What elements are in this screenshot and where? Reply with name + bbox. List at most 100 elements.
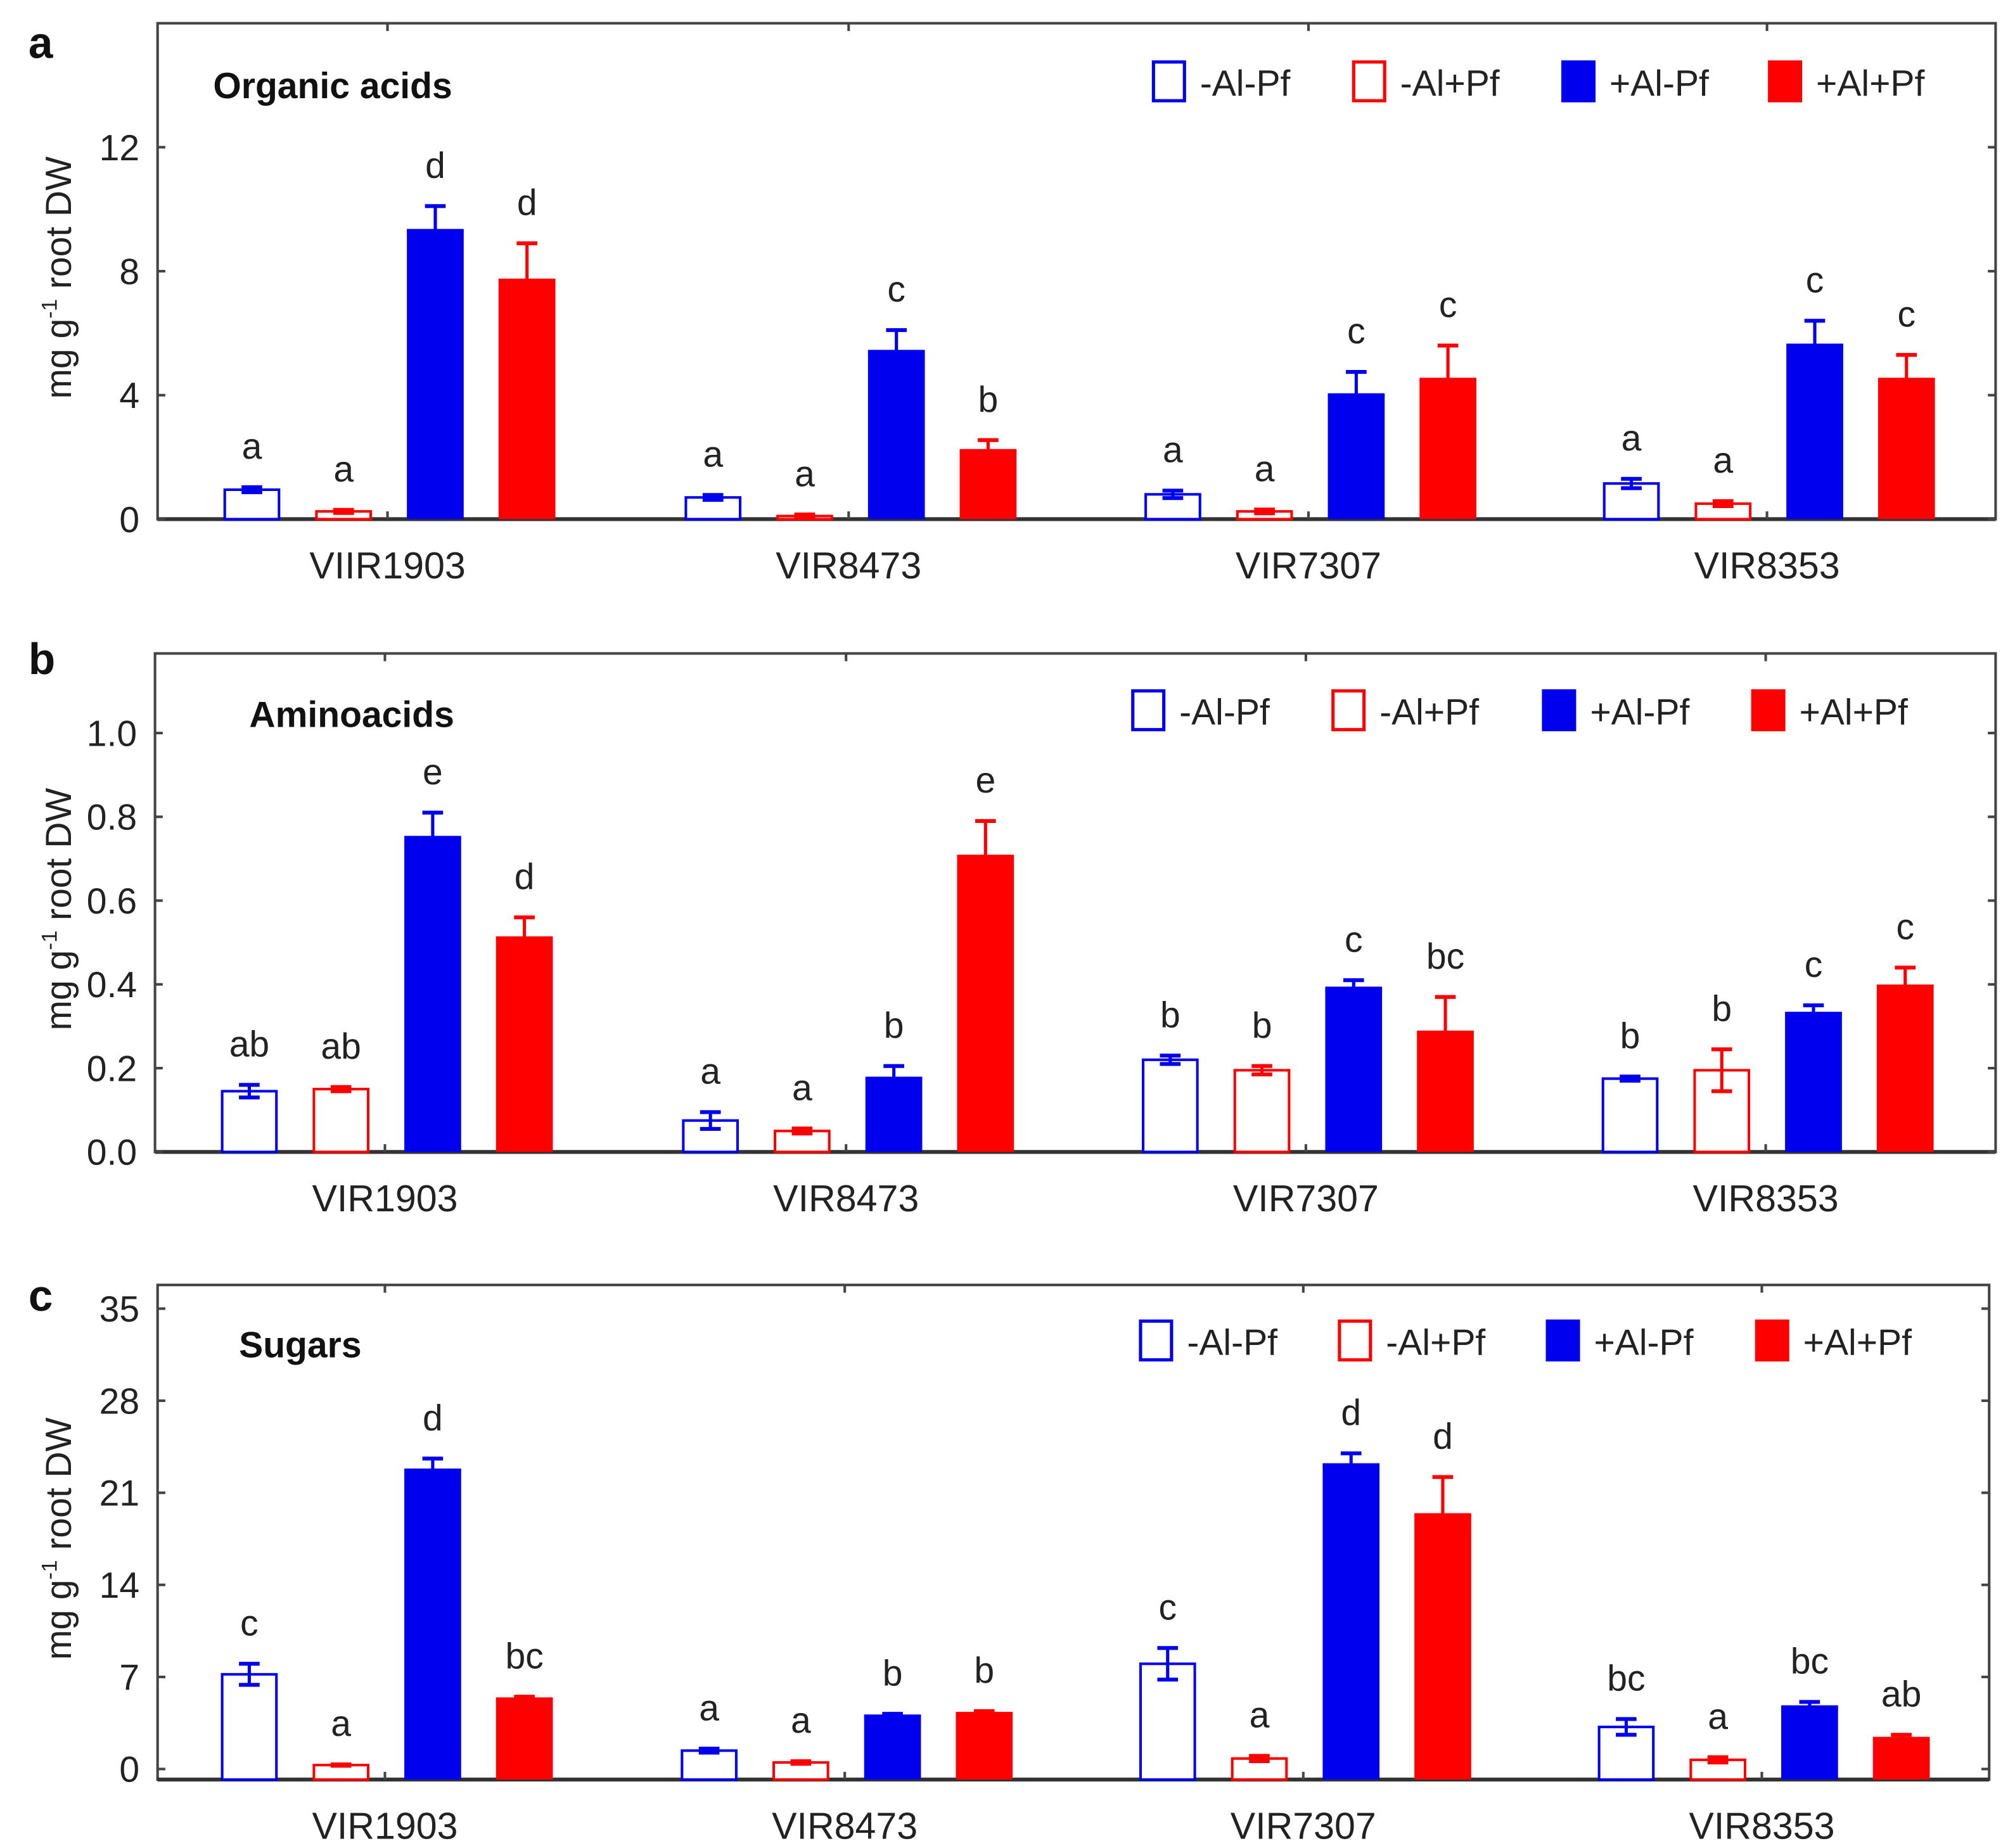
legend-label: -Al+Pf bbox=[1386, 1322, 1485, 1363]
panel-label: b bbox=[29, 634, 55, 684]
bar-+Al+Pf bbox=[959, 450, 1017, 519]
significance-letter: b bbox=[978, 379, 999, 420]
bar-+Al-Pf bbox=[1322, 1465, 1380, 1780]
legend-swatch--Al-Pf bbox=[1139, 1319, 1174, 1362]
significance-letter: c bbox=[1347, 311, 1366, 352]
bar--Al-Pf bbox=[1141, 1058, 1199, 1154]
significance-letter: b bbox=[1711, 988, 1732, 1029]
significance-letter: b bbox=[883, 1653, 903, 1693]
y-tick-label: 21 bbox=[99, 1474, 139, 1514]
legend-label: -Al+Pf bbox=[1400, 63, 1500, 104]
significance-letter: bc bbox=[505, 1636, 543, 1676]
legend-swatch-+Al+Pf bbox=[1755, 1319, 1789, 1362]
legend-label: -Al-Pf bbox=[1179, 692, 1270, 733]
significance-letter: c bbox=[240, 1603, 259, 1643]
legend-label: +Al+Pf bbox=[1816, 63, 1924, 104]
significance-letter: b bbox=[1620, 1016, 1641, 1056]
y-tick-label: 0.4 bbox=[87, 965, 137, 1005]
significance-letter: bc bbox=[1791, 1641, 1829, 1682]
panel-title: Organic acids bbox=[213, 66, 452, 106]
bar-+Al+Pf bbox=[496, 1699, 553, 1780]
legend-swatch--Al+Pf bbox=[1352, 60, 1386, 103]
significance-letter: e bbox=[975, 760, 995, 801]
significance-letter: c bbox=[1897, 294, 1916, 335]
y-axis-label-main: mg g bbox=[39, 1579, 79, 1660]
y-axis-label-superscript: -1 bbox=[38, 931, 62, 950]
significance-letter: a bbox=[1255, 449, 1275, 489]
significance-letter: ab bbox=[321, 1026, 361, 1067]
y-axis-label-main: mg g bbox=[39, 319, 79, 399]
bar-+Al+Pf bbox=[1417, 1032, 1474, 1152]
bar-+Al-Pf bbox=[864, 1716, 921, 1780]
y-axis-label: mg g-1 root DW bbox=[38, 156, 79, 399]
y-tick-label: 28 bbox=[99, 1381, 139, 1422]
bar--Al-Pf bbox=[681, 1749, 738, 1781]
bar-+Al+Pf bbox=[1414, 1515, 1471, 1780]
x-tick-label: VIR8353 bbox=[1689, 1805, 1834, 1847]
x-tick-label: VIR8353 bbox=[1693, 1177, 1839, 1220]
panel-label: a bbox=[29, 18, 53, 68]
significance-letter: c bbox=[1159, 1587, 1177, 1628]
y-tick-label: 35 bbox=[99, 1289, 139, 1330]
significance-letter: a bbox=[703, 434, 723, 475]
significance-letter: b bbox=[884, 1005, 904, 1046]
legend-label: -Al+Pf bbox=[1379, 692, 1479, 733]
y-tick-label: 0.0 bbox=[87, 1133, 137, 1173]
significance-letter: a bbox=[791, 1700, 811, 1741]
significance-letter: a bbox=[795, 454, 815, 494]
significance-letter: c bbox=[1439, 285, 1457, 326]
significance-letter: c bbox=[887, 269, 905, 310]
bar--Al-Pf bbox=[221, 1673, 278, 1781]
y-tick-label: 0.2 bbox=[87, 1048, 137, 1089]
legend-swatch--Al-Pf bbox=[1151, 60, 1186, 103]
y-axis-label-superscript: -1 bbox=[38, 1560, 62, 1580]
significance-letter: d bbox=[515, 857, 535, 897]
legend-swatch-+Al+Pf bbox=[1751, 689, 1786, 732]
significance-letter: a bbox=[1250, 1695, 1270, 1736]
significance-letter: c bbox=[1896, 907, 1914, 948]
significance-letter: a bbox=[1713, 440, 1733, 481]
significance-letter: a bbox=[1708, 1697, 1728, 1737]
significance-letter: d bbox=[517, 182, 537, 223]
significance-letter: a bbox=[699, 1688, 719, 1728]
significance-letter: d bbox=[425, 145, 445, 186]
legend-label: -Al-Pf bbox=[1200, 63, 1291, 104]
bar-+Al-Pf bbox=[404, 1470, 461, 1780]
legend-label: +Al-Pf bbox=[1594, 1322, 1693, 1363]
y-axis-label: mg g-1 root DW bbox=[38, 788, 79, 1031]
bar-+Al-Pf bbox=[407, 231, 464, 519]
x-tick-label: VIR8473 bbox=[776, 544, 921, 587]
legend-label: +Al+Pf bbox=[1800, 692, 1908, 733]
legend-label: +Al+Pf bbox=[1803, 1322, 1912, 1363]
bar-+Al-Pf bbox=[867, 352, 925, 519]
bar-+Al+Pf bbox=[496, 938, 553, 1152]
bar--Al-Pf bbox=[682, 1119, 739, 1154]
significance-letter: d bbox=[423, 1398, 443, 1438]
y-axis-label: mg g-1 root DW bbox=[38, 1417, 79, 1660]
significance-letter: a bbox=[700, 1052, 720, 1092]
significance-letter: bc bbox=[1607, 1659, 1645, 1699]
y-tick-label: 0 bbox=[119, 1750, 139, 1790]
significance-letter: a bbox=[331, 1704, 351, 1744]
y-tick-label: 8 bbox=[119, 252, 139, 292]
bar--Al-Pf bbox=[221, 1090, 278, 1154]
significance-letter: c bbox=[1806, 260, 1824, 301]
x-tick-label: VIIR1903 bbox=[309, 544, 465, 587]
bar-+Al+Pf bbox=[498, 280, 556, 519]
significance-letter: a bbox=[792, 1067, 812, 1108]
significance-letter: bc bbox=[1426, 936, 1464, 977]
significance-letter: a bbox=[333, 449, 354, 490]
bar--Al-Pf bbox=[1601, 1077, 1659, 1154]
y-axis-label-rest: root DW bbox=[39, 1417, 79, 1560]
significance-letter: b bbox=[974, 1650, 994, 1691]
significance-letter: ab bbox=[1881, 1674, 1921, 1715]
bar--Al+Pf bbox=[312, 1088, 370, 1154]
legend-swatch-+Al-Pf bbox=[1542, 689, 1577, 732]
bar-+Al-Pf bbox=[865, 1078, 923, 1152]
significance-letter: a bbox=[1163, 430, 1183, 471]
significance-letter: d bbox=[1433, 1417, 1453, 1457]
y-tick-label: 4 bbox=[119, 376, 139, 416]
y-tick-label: 7 bbox=[119, 1657, 139, 1698]
legend-label: -Al-Pf bbox=[1187, 1322, 1277, 1363]
